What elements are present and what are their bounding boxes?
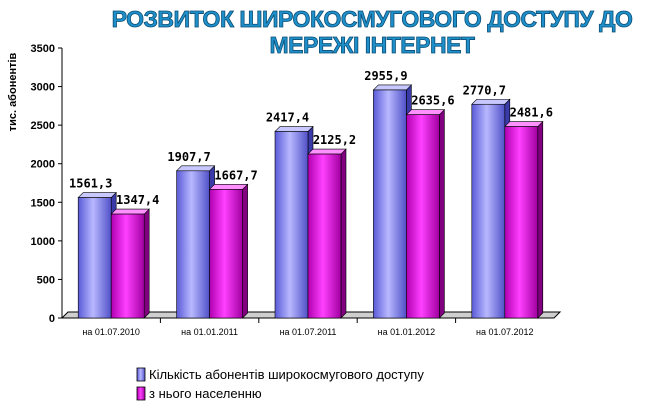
chart-title-line-1: РОЗВИТОК ШИРОКОСМУГОВОГО ДОСТУПУ ДО	[112, 6, 633, 32]
value-label-series-0: 1561,3	[69, 177, 112, 191]
value-label-series-0: 1907,7	[167, 150, 210, 164]
value-label-series-0: 2417,4	[266, 111, 309, 125]
bar-series-1-1	[110, 208, 150, 319]
y-tick-label: 0	[49, 313, 55, 325]
bar-series-0-2	[175, 165, 216, 319]
chart-title-line-2: МЕРЕЖІ ІНТЕРНЕТ	[270, 32, 475, 58]
value-label-series-1: 2635,6	[411, 94, 454, 108]
y-tick-label: 500	[37, 274, 55, 286]
bars	[77, 84, 544, 319]
bar-series-1-4	[405, 108, 446, 319]
value-label-series-0: 2770,7	[463, 83, 506, 97]
x-category-label: на 01.07.2012	[476, 327, 534, 337]
bar-series-1-3	[307, 148, 347, 319]
value-label-series-1: 2481,6	[510, 106, 553, 120]
bar-series-0-5	[471, 98, 511, 319]
legend-swatch-series-1	[136, 386, 146, 401]
bar-series-1-2	[208, 183, 249, 319]
value-labels: 1561,3 1347,4 1907,7 1667,7 2417,4 2125,2 2955…	[69, 69, 553, 207]
bar-series-0-1	[77, 191, 117, 319]
y-tick-label: 3000	[31, 82, 55, 94]
bar-series-0-3	[274, 125, 314, 319]
y-tick-label: 2000	[31, 159, 55, 171]
y-tick-label: 1000	[31, 236, 55, 248]
y-tick-label: 3500	[31, 43, 55, 55]
category-dividers	[159, 318, 457, 323]
legend-swatch-series-0	[136, 367, 146, 382]
legend: Кількість абонентів широкосмугового дост…	[136, 367, 424, 401]
x-category-label: на 01.01.2011	[181, 327, 238, 337]
legend-label-series-1: з нього населенню	[149, 386, 262, 401]
x-category-label: на 01.07.2011	[280, 327, 337, 337]
value-label-series-1: 2125,2	[313, 133, 356, 147]
bar-series-0-4	[372, 84, 413, 319]
value-label-series-0: 2955,9	[364, 69, 407, 83]
bar-series-1-5	[504, 120, 544, 319]
plot-area: 0 500 1000 1500 2000 2500 3000 3500 1561,3 1347,…	[31, 43, 562, 337]
y-ticks: 0 500 1000 1500 2000 2500 3000 3500	[31, 43, 62, 325]
value-label-series-1: 1667,7	[214, 168, 257, 182]
category-labels: на 01.07.2010 на 01.01.2011 на 01.07.2011 н…	[82, 327, 533, 337]
legend-label-series-0: Кількість абонентів широкосмугового дост…	[149, 367, 424, 382]
y-tick-label: 1500	[31, 197, 55, 209]
value-label-series-1: 1347,4	[116, 193, 159, 207]
y-tick-label: 2500	[31, 120, 55, 132]
x-category-label: на 01.07.2010	[82, 327, 140, 337]
y-axis-label: тис. абонентів	[7, 52, 19, 131]
x-category-label: на 01.01.2012	[378, 327, 436, 337]
